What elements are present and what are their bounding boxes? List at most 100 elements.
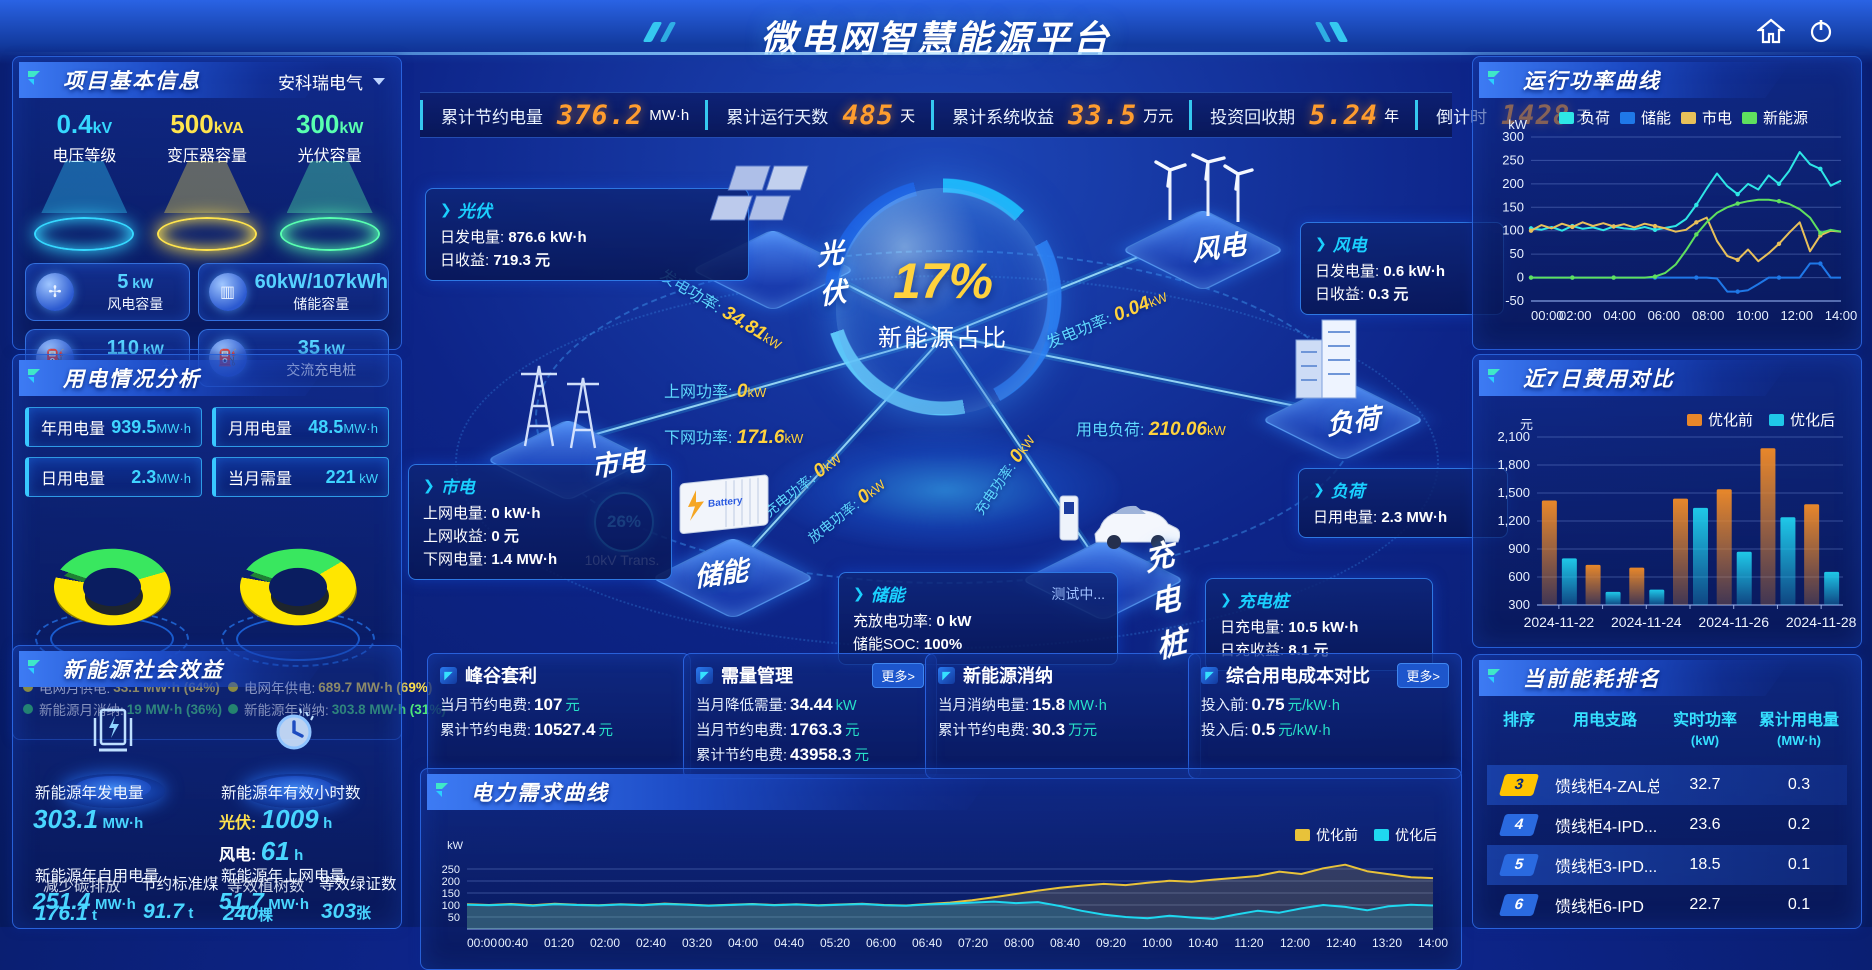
ranking-row[interactable]: 3 馈线柜4-ZAL总 32.7 0.3 (1487, 765, 1847, 805)
svg-text:02:40: 02:40 (636, 936, 666, 950)
svg-text:300: 300 (1508, 597, 1530, 612)
infobox-row: 日发电量: 876.6 kW·h (440, 226, 736, 249)
summary-stat: 累计系统收益 33.5 万元 (931, 100, 1189, 130)
infobox-row: 日发电量: 0.6 kW·h (1315, 260, 1491, 283)
node-storage: Battery 储能 (660, 468, 810, 608)
ranking-row[interactable]: 5 馈线柜3-IPD... 18.5 0.1 (1487, 845, 1847, 885)
node-wind: 风电 (1130, 140, 1280, 280)
home-icon (1757, 18, 1785, 44)
company-select[interactable]: 安科瑞电气 (278, 69, 385, 94)
node-load: 负荷 (1270, 310, 1420, 450)
svg-text:1,800: 1,800 (1497, 457, 1530, 472)
svg-text:150: 150 (1502, 199, 1524, 214)
svg-text:04:00: 04:00 (1603, 308, 1636, 323)
panel-title: 当前能耗排名 (1523, 663, 1661, 693)
capacity-cone: 0.4kV 电压等级 (25, 109, 143, 259)
svg-text:kW: kW (1508, 117, 1528, 132)
svg-text:02:00: 02:00 (590, 936, 620, 950)
svg-text:00:00: 00:00 (467, 936, 497, 950)
stat-unit: MW·h (649, 107, 689, 124)
usage-chip: 当月需量 221 kW (212, 457, 389, 497)
stat-label: 累计运行天数 (726, 103, 828, 128)
stat-label: 累计系统收益 (952, 103, 1054, 128)
rank-badge: 4 (1499, 814, 1539, 836)
hologram-base (157, 217, 257, 251)
panel-title: 运行功率曲线 (1523, 65, 1661, 95)
legend-item[interactable]: 负荷 (1559, 107, 1610, 128)
svg-text:200: 200 (442, 876, 460, 888)
company-select-value: 安科瑞电气 (278, 69, 363, 94)
legend-item[interactable]: 优化后 (1374, 825, 1437, 845)
svg-text:10:00: 10:00 (1736, 308, 1769, 323)
svg-text:元: 元 (1520, 417, 1533, 432)
legend-item[interactable]: 储能 (1620, 107, 1671, 128)
svg-text:-50: -50 (1505, 293, 1524, 308)
panel-title: 电力需求曲线 (471, 777, 609, 807)
legend-item[interactable]: 优化前 (1295, 825, 1358, 845)
coal-value: 91.7 (143, 900, 184, 923)
node-pv: 光伏 (700, 160, 850, 300)
ranking-row[interactable]: 6 馈线柜6-IPD 22.7 0.1 (1487, 885, 1847, 925)
ev-charger-icon (1030, 470, 1180, 562)
usage-chip: 日用电量 2.3MW·h (25, 457, 202, 497)
svg-text:08:00: 08:00 (1004, 936, 1034, 950)
svg-text:12:40: 12:40 (1326, 936, 1356, 950)
total-energy: 0.1 (1751, 896, 1847, 914)
realtime-power: 23.6 (1659, 816, 1751, 834)
energy-flow-lines (400, 135, 1460, 655)
coal-label: 节约标准煤 (141, 872, 219, 894)
ranking-row[interactable]: 4 馈线柜4-IPD... 23.6 0.2 (1487, 805, 1847, 845)
kpi-icon: ◤ (440, 667, 457, 684)
stat-unit: 万元 (1143, 105, 1173, 126)
gen-label: 新能源年发电量 (35, 781, 144, 803)
branch-name: 馈线柜4-ZAL总 (1551, 773, 1659, 797)
stat-label: 投资回收期 (1210, 103, 1295, 128)
rank-badge: 5 (1499, 854, 1539, 876)
legend-item[interactable]: 优化后 (1769, 409, 1835, 430)
chevron-down-icon (373, 78, 385, 85)
svg-text:08:00: 08:00 (1692, 308, 1725, 323)
panel-social-benefit-header: 新能源社会效益 (19, 651, 331, 687)
header: 微电网智慧能源平台 (0, 0, 1872, 64)
svg-text:2024-11-22: 2024-11-22 (1524, 614, 1595, 630)
power-icon (1808, 18, 1834, 44)
more-button[interactable]: 更多> (1397, 663, 1449, 688)
ranking-column-header: 实时功率(kW) (1659, 711, 1751, 751)
home-button[interactable] (1752, 12, 1790, 50)
power-button[interactable] (1802, 12, 1840, 50)
certs-value: 303 (321, 900, 356, 923)
stat-unit: 天 (900, 105, 915, 126)
kpi-icon: ◤ (1201, 667, 1218, 684)
svg-text:11:20: 11:20 (1234, 936, 1263, 950)
demand-chart-legend: 优化前优化后 (1295, 825, 1437, 845)
carbon-value: 176.1 (35, 902, 88, 925)
summary-stat: 投资回收期 5.24 年 (1189, 100, 1415, 130)
legend-item[interactable]: 市电 (1681, 107, 1732, 128)
hours-label: 新能源年有效小时数 (221, 781, 361, 803)
svg-text:00:40: 00:40 (498, 936, 528, 950)
building-icon (1270, 310, 1380, 406)
svg-text:10:00: 10:00 (1142, 936, 1172, 950)
svg-text:0: 0 (1517, 270, 1524, 285)
stat-unit: 年 (1384, 105, 1399, 126)
svg-text:08:40: 08:40 (1050, 936, 1080, 950)
capacity-card-icon: ✢ (36, 273, 74, 311)
more-button[interactable]: 更多> (872, 663, 924, 688)
branch-name: 馈线柜6-IPD (1551, 893, 1659, 917)
ranking-table-body: 3 馈线柜4-ZAL总 32.7 0.3 4 馈线柜4-IPD... 23.6 … (1487, 765, 1847, 925)
svg-text:50: 50 (1510, 246, 1524, 261)
legend-item[interactable]: 新能源 (1742, 107, 1808, 128)
legend-item[interactable]: 优化前 (1687, 409, 1753, 430)
svg-text:09:20: 09:20 (1096, 936, 1126, 950)
realtime-power: 22.7 (1659, 896, 1751, 914)
